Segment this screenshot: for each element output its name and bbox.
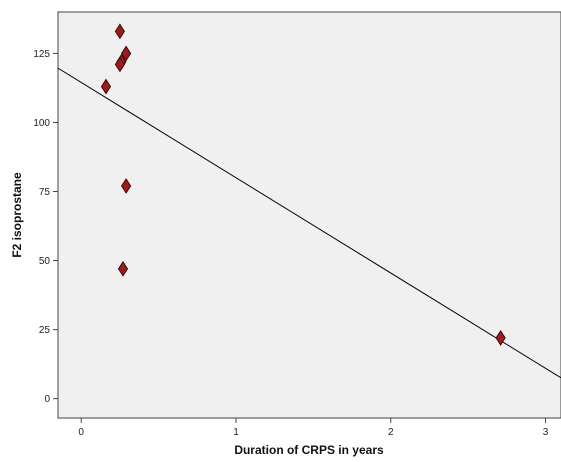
data-point — [114, 23, 126, 40]
data-point — [114, 56, 126, 73]
fit-line — [57, 67, 561, 379]
y-tick-label: 50 — [39, 256, 51, 267]
x-tick-label: 3 — [543, 427, 549, 438]
x-tick-label: 0 — [78, 427, 84, 438]
data-point — [495, 329, 506, 346]
plot-area — [57, 11, 561, 419]
data-point — [121, 178, 132, 194]
data-point — [117, 260, 129, 277]
y-tick-label: 0 — [44, 394, 50, 405]
y-axis-title: F2 isoprostane — [10, 172, 24, 258]
data-point — [100, 78, 112, 95]
x-axis: 0 1 2 3 — [78, 418, 549, 438]
data-point — [121, 45, 132, 62]
fit-line-layer — [57, 67, 561, 379]
data-points — [100, 23, 506, 346]
x-axis-title: Duration of CRPS in years — [234, 443, 384, 457]
y-tick-label: 75 — [39, 187, 51, 198]
y-axis: 0 25 50 75 100 125 — [33, 49, 58, 405]
x-tick-label: 1 — [233, 427, 239, 438]
y-tick-label: 125 — [33, 49, 50, 60]
x-tick-label: 2 — [388, 427, 394, 438]
y-tick-label: 25 — [39, 325, 51, 336]
y-tick-label: 100 — [33, 118, 50, 129]
